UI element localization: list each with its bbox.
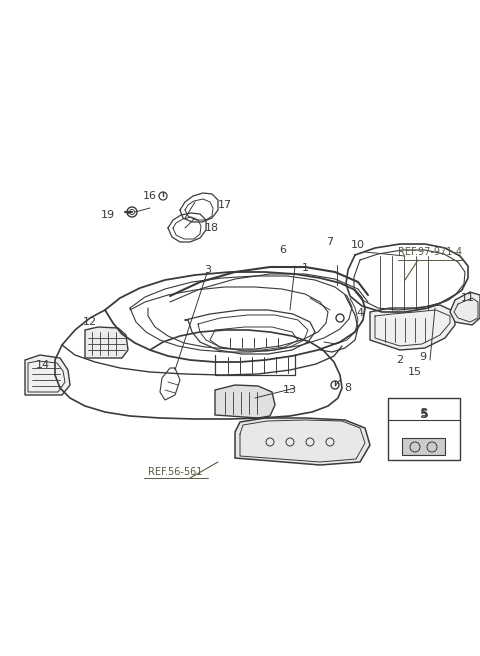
Text: 8: 8 <box>345 383 351 393</box>
Polygon shape <box>370 305 455 350</box>
Text: REF.97-971-4: REF.97-971-4 <box>398 247 462 257</box>
Text: 5: 5 <box>420 409 428 422</box>
Polygon shape <box>402 438 445 455</box>
Text: 17: 17 <box>218 200 232 210</box>
Text: 16: 16 <box>143 191 157 201</box>
Text: 2: 2 <box>396 355 404 365</box>
Polygon shape <box>450 292 480 325</box>
Text: 11: 11 <box>461 293 475 303</box>
Text: 15: 15 <box>408 367 422 377</box>
Text: 14: 14 <box>36 360 50 370</box>
Polygon shape <box>85 327 128 358</box>
Text: 7: 7 <box>326 237 334 247</box>
Polygon shape <box>235 418 370 465</box>
Text: 10: 10 <box>351 240 365 250</box>
Text: 6: 6 <box>279 245 287 255</box>
Text: 4: 4 <box>357 308 363 318</box>
Text: 12: 12 <box>83 317 97 327</box>
Text: REF.56-561: REF.56-561 <box>148 467 202 477</box>
Text: 13: 13 <box>283 385 297 395</box>
Text: 5: 5 <box>420 408 428 418</box>
Text: 3: 3 <box>204 265 212 275</box>
Polygon shape <box>215 385 275 418</box>
Polygon shape <box>25 355 70 395</box>
Text: 19: 19 <box>101 210 115 220</box>
Text: 1: 1 <box>301 263 309 273</box>
Text: 9: 9 <box>420 352 427 362</box>
Text: 18: 18 <box>205 223 219 233</box>
